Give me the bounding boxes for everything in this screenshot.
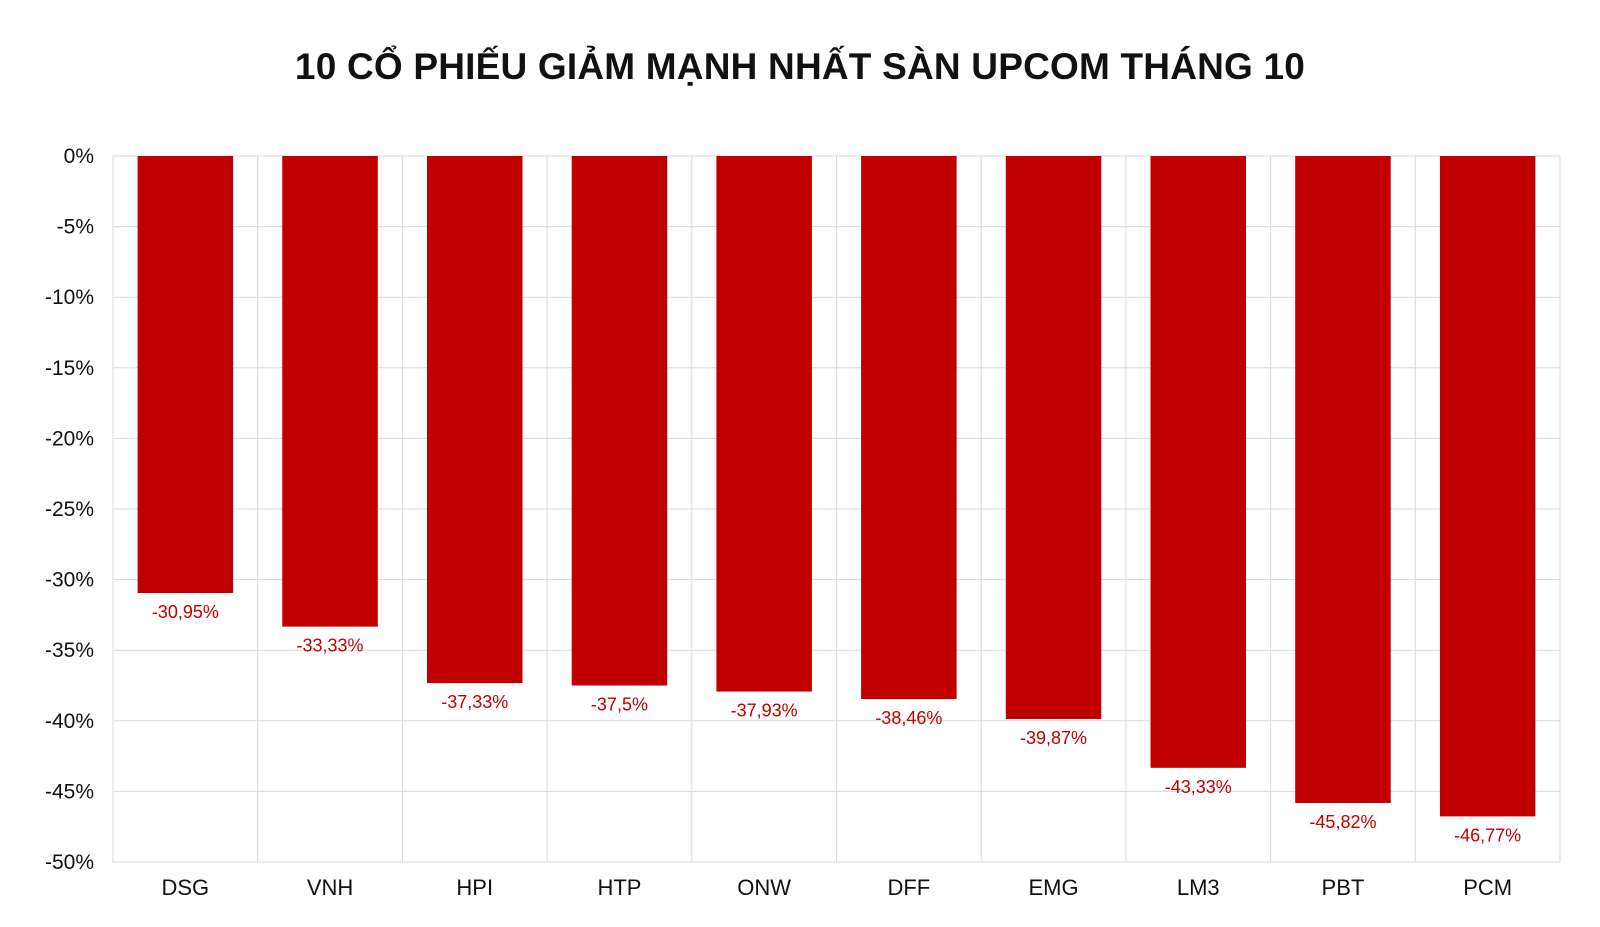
- data-label: -37,5%: [591, 695, 648, 715]
- data-label: -46,77%: [1454, 825, 1521, 845]
- x-category-label: PBT: [1322, 875, 1365, 900]
- y-tick-label: -35%: [45, 639, 94, 662]
- bar: [861, 156, 957, 700]
- bar: [1005, 156, 1102, 719]
- chart-title: 10 CỔ PHIẾU GIẢM MẠNH NHẤT SÀN UPCOM THÁ…: [294, 46, 1306, 87]
- y-tick-label: -20%: [45, 427, 94, 450]
- data-label: -37,93%: [731, 701, 798, 721]
- x-category-label: EMG: [1028, 875, 1078, 900]
- y-tick-label: -5%: [57, 216, 94, 239]
- y-tick-label: -10%: [45, 286, 94, 309]
- data-label: -33,33%: [297, 636, 364, 656]
- x-category-label: VNH: [307, 875, 353, 900]
- bar: [571, 156, 668, 686]
- data-label: -38,46%: [875, 708, 942, 728]
- y-tick-label: -50%: [45, 851, 94, 874]
- bar: [137, 156, 234, 594]
- y-tick-label: -45%: [45, 780, 94, 803]
- y-tick-label: -15%: [45, 357, 94, 380]
- bar: [1439, 156, 1536, 817]
- y-tick-label: -30%: [45, 569, 94, 592]
- x-category-label: HPI: [456, 875, 493, 900]
- data-label: -43,33%: [1165, 777, 1232, 797]
- bars: [137, 156, 1536, 817]
- x-category-label: PCM: [1463, 875, 1512, 900]
- y-tick-label: -25%: [45, 498, 94, 521]
- x-category-label: DFF: [887, 875, 930, 900]
- x-category-label: ONW: [737, 875, 791, 900]
- x-category-label: DSG: [162, 875, 210, 900]
- bar: [1150, 156, 1247, 768]
- data-label: -37,33%: [441, 692, 508, 712]
- y-tick-label: 0%: [64, 145, 94, 168]
- y-tick-label: -40%: [45, 710, 94, 733]
- bar: [426, 156, 523, 684]
- bar: [1295, 156, 1391, 803]
- bar: [716, 156, 812, 692]
- x-axis-category-labels: DSG VNH HPI HTP ONW DFF EMG LM3 PBT PCM: [162, 875, 1513, 900]
- x-category-label: LM3: [1177, 875, 1220, 900]
- data-labels: -30,95% -33,33% -37,33% -37,5% -37,93% -38,46…: [152, 602, 1521, 845]
- data-label: -39,87%: [1020, 728, 1087, 748]
- bar: [282, 156, 378, 627]
- data-label: -30,95%: [152, 602, 219, 622]
- data-label: -45,82%: [1309, 812, 1376, 832]
- x-category-label: HTP: [597, 875, 641, 900]
- y-axis-tick-labels: 0% -5% -10% -15% -20% -25% -30% -35% -40% -45% -50…: [45, 145, 94, 874]
